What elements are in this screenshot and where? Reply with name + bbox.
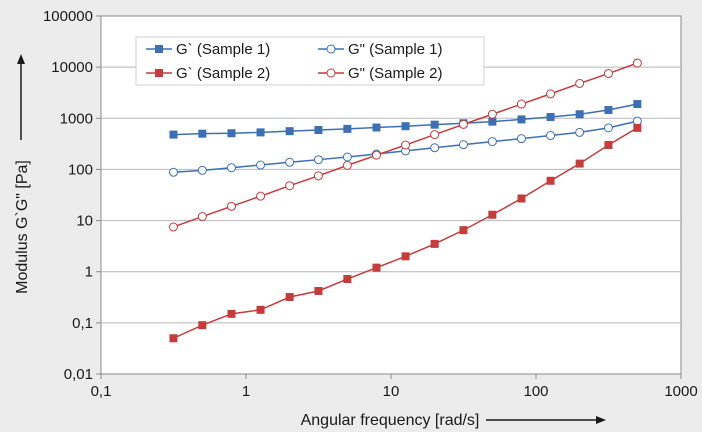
legend-label: G" (Sample 2) bbox=[348, 65, 443, 82]
legend-label: G` (Sample 1) bbox=[176, 41, 270, 58]
data-point bbox=[546, 176, 555, 185]
data-point bbox=[430, 143, 440, 153]
data-point bbox=[168, 222, 178, 232]
x-tick-label: 100 bbox=[523, 383, 548, 400]
data-point bbox=[575, 78, 585, 88]
data-point bbox=[285, 157, 295, 167]
legend-item: G" (Sample 2) bbox=[318, 65, 443, 82]
series-3 bbox=[169, 123, 642, 343]
data-point bbox=[430, 239, 439, 248]
data-point bbox=[603, 69, 613, 79]
data-point bbox=[169, 130, 178, 139]
legend-item: G` (Sample 1) bbox=[146, 41, 270, 58]
x-tick-label: 1000 bbox=[664, 383, 697, 400]
data-point bbox=[488, 210, 497, 219]
data-point bbox=[372, 123, 381, 132]
data-point bbox=[604, 141, 613, 150]
data-point bbox=[401, 140, 411, 150]
data-point bbox=[458, 140, 468, 150]
legend-item: G" (Sample 1) bbox=[318, 41, 443, 58]
x-tick-label: 10 bbox=[383, 383, 400, 400]
data-point bbox=[575, 127, 585, 137]
data-point bbox=[256, 191, 266, 201]
data-point bbox=[226, 163, 236, 173]
data-point bbox=[313, 155, 323, 165]
data-point bbox=[516, 99, 526, 109]
data-point bbox=[168, 167, 178, 177]
y-tick-label: 10 bbox=[76, 213, 93, 230]
legend-swatch-marker bbox=[326, 44, 336, 54]
y-tick-label: 100000 bbox=[43, 8, 93, 25]
data-point bbox=[313, 171, 323, 181]
y-tick-label: 100 bbox=[68, 161, 93, 178]
data-point bbox=[227, 309, 236, 318]
data-point bbox=[487, 109, 497, 119]
x-axis-arrow-icon bbox=[486, 416, 606, 424]
data-point bbox=[546, 112, 555, 121]
x-tick-label: 1 bbox=[242, 383, 250, 400]
legend-item: G` (Sample 2) bbox=[146, 65, 270, 82]
data-point bbox=[487, 137, 497, 147]
data-point bbox=[516, 134, 526, 144]
legend-box bbox=[135, 36, 485, 86]
legend-label: G" (Sample 1) bbox=[348, 41, 443, 58]
data-point bbox=[342, 160, 352, 170]
data-point bbox=[285, 293, 294, 302]
data-point bbox=[256, 305, 265, 314]
legend-label: G` (Sample 2) bbox=[176, 65, 270, 82]
data-point bbox=[401, 252, 410, 261]
data-point bbox=[342, 152, 352, 162]
data-point bbox=[430, 120, 439, 129]
data-point bbox=[458, 119, 468, 129]
data-point bbox=[517, 115, 526, 124]
data-point bbox=[372, 263, 381, 272]
data-point bbox=[285, 127, 294, 136]
data-point bbox=[256, 160, 266, 170]
legend-swatch-marker bbox=[155, 69, 163, 77]
y-tick-label: 1000 bbox=[60, 110, 93, 127]
data-point bbox=[169, 334, 178, 343]
data-point bbox=[430, 130, 440, 140]
data-point bbox=[371, 150, 381, 160]
data-point bbox=[517, 194, 526, 203]
data-point bbox=[459, 226, 468, 235]
x-tick-label: 0,1 bbox=[91, 383, 112, 400]
data-point bbox=[633, 123, 642, 132]
data-point bbox=[197, 212, 207, 222]
y-tick-label: 10000 bbox=[51, 59, 93, 76]
data-point bbox=[604, 106, 613, 115]
data-point bbox=[314, 126, 323, 135]
data-point bbox=[575, 159, 584, 168]
series-4 bbox=[168, 58, 642, 232]
data-point bbox=[633, 100, 642, 109]
data-point bbox=[546, 131, 556, 141]
data-point bbox=[632, 58, 642, 68]
data-point bbox=[314, 286, 323, 295]
data-point bbox=[198, 321, 207, 330]
data-point bbox=[226, 201, 236, 211]
data-point bbox=[546, 89, 556, 99]
data-point bbox=[285, 181, 295, 191]
y-axis-title: Modulus G`G" [Pa] bbox=[14, 160, 31, 294]
data-point bbox=[575, 110, 584, 119]
legend-swatch-marker bbox=[326, 68, 336, 78]
x-axis-title: Angular frequency [rad/s] bbox=[301, 412, 480, 429]
y-tick-label: 0,01 bbox=[64, 366, 93, 383]
data-point bbox=[343, 275, 352, 284]
data-point bbox=[488, 117, 497, 126]
data-point bbox=[198, 129, 207, 138]
data-point bbox=[256, 128, 265, 137]
y-tick-label: 1 bbox=[85, 264, 93, 281]
y-axis-arrow-icon bbox=[17, 54, 25, 140]
data-point bbox=[401, 122, 410, 131]
legend-swatch-marker bbox=[155, 45, 163, 53]
data-point bbox=[603, 123, 613, 133]
y-tick-label: 0,1 bbox=[72, 315, 93, 332]
data-point bbox=[343, 124, 352, 133]
data-point bbox=[197, 165, 207, 175]
data-point bbox=[227, 129, 236, 138]
